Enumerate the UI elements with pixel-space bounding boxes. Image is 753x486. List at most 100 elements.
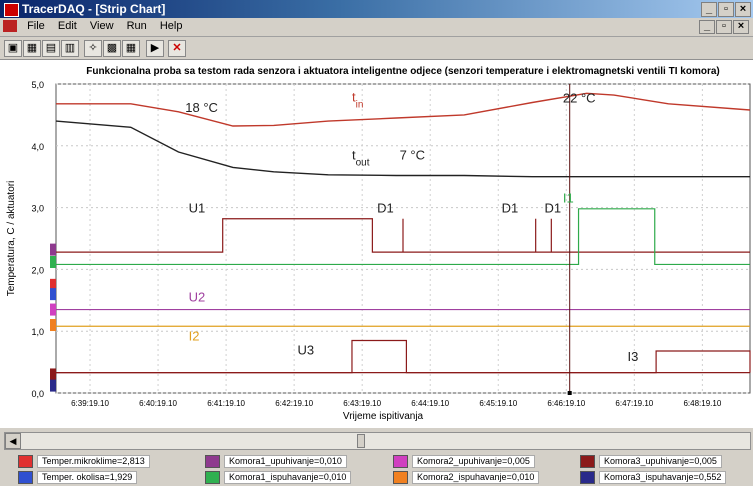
- x-axis-label: Vrijeme ispitivanja: [343, 411, 424, 422]
- x-tick-label: 6:45:19.10: [479, 399, 517, 408]
- annotation-subscript: out: [356, 157, 370, 168]
- mdi-close-button[interactable]: ×: [733, 20, 749, 34]
- horizontal-scrollbar[interactable]: ◀: [4, 432, 751, 450]
- legend-swatch: [18, 471, 33, 484]
- legend-item[interactable]: Komora3_ispuhavanje=0,552: [580, 471, 727, 484]
- title-bar: TracerDAQ - [Strip Chart] _ ▫ ×: [0, 0, 753, 18]
- legend-item[interactable]: Temper.mikroklime=2,813: [18, 455, 150, 468]
- channel-legend: Temper.mikroklime=2,813 Komora1_upuhivan…: [0, 452, 753, 486]
- legend-item[interactable]: Temper. okolisa=1,929: [18, 471, 138, 484]
- cursor-marker: [567, 391, 572, 395]
- channel-marker: [50, 243, 56, 256]
- document-icon: [3, 20, 17, 32]
- channel-marker: [50, 278, 56, 291]
- scroll-left-icon[interactable]: ◀: [5, 433, 21, 449]
- strip-chart: Funkcionalna proba sa testom rada senzor…: [0, 60, 753, 428]
- y-tick-label: 0,0: [31, 389, 44, 399]
- legend-label: Komora1_ispuhavanje=0,010: [224, 471, 352, 484]
- x-tick-label: 6:39:19.10: [71, 399, 109, 408]
- grid-icon[interactable]: ▦: [23, 40, 41, 57]
- play-icon[interactable]: ▶: [146, 40, 164, 57]
- open-icon[interactable]: ▤: [42, 40, 60, 57]
- digital-line-i3: [56, 350, 751, 374]
- legend-label: Komora3_ispuhavanje=0,552: [599, 471, 727, 484]
- chart-annotation: D1: [502, 201, 519, 216]
- legend-swatch: [580, 455, 595, 468]
- mdi-restore-button[interactable]: ▫: [716, 20, 732, 34]
- maximize-button[interactable]: ▫: [718, 2, 734, 17]
- chart-annotation: tin: [352, 89, 363, 110]
- series-line-t-out: [55, 120, 750, 178]
- chart-annotation: D1: [377, 201, 394, 216]
- window-title: TracerDAQ - [Strip Chart]: [22, 2, 166, 16]
- x-tick-label: 6:46:19.10: [547, 399, 585, 408]
- chart-annotation: U3: [298, 343, 315, 358]
- chart-annotation: 18 °C: [185, 100, 218, 115]
- x-tick-label: 6:40:19.10: [139, 399, 177, 408]
- chart-annotation: U2: [189, 290, 206, 305]
- legend-item[interactable]: Komora2_ispuhavanje=0,010: [393, 471, 540, 484]
- legend-item[interactable]: Komora3_upuhivanje=0,005: [580, 455, 722, 468]
- legend-item[interactable]: Komora1_ispuhavanje=0,010: [205, 471, 352, 484]
- menu-help[interactable]: Help: [159, 20, 183, 32]
- legend-item[interactable]: Komora2_upuhivanje=0,005: [393, 455, 535, 468]
- x-tick-label: 6:41:19.10: [207, 399, 245, 408]
- x-tick-label: 6:43:19.10: [343, 399, 381, 408]
- save-icon[interactable]: ▣: [4, 40, 22, 57]
- menu-run[interactable]: Run: [126, 20, 147, 32]
- menu-edit[interactable]: Edit: [57, 20, 77, 32]
- app-icon: [4, 3, 19, 17]
- channel-marker: [50, 368, 56, 381]
- scroll-thumb[interactable]: [357, 434, 365, 448]
- x-tick-label: 6:47:19.10: [615, 399, 653, 408]
- chart-title: Funkcionalna proba sa testom rada senzor…: [86, 66, 720, 77]
- channel-marker: [50, 379, 56, 392]
- y-tick-label: 3,0: [31, 204, 44, 214]
- y-tick-label: 4,0: [31, 142, 44, 152]
- y-axis-label: Temperatura, C / aktuatori: [6, 181, 17, 297]
- x-tick-label: 6:44:19.10: [411, 399, 449, 408]
- legend-swatch: [18, 455, 33, 468]
- mdi-minimize-button[interactable]: _: [699, 20, 715, 34]
- menu-file[interactable]: File: [27, 20, 45, 32]
- series-line-t-in: [56, 92, 751, 127]
- legend-label: Komora1_upuhivanje=0,010: [224, 455, 347, 468]
- stop-icon[interactable]: ✕: [168, 40, 186, 57]
- window-controls: _ ▫ ×: [700, 2, 751, 17]
- channel-marker: [50, 303, 56, 316]
- legend-label: Komora2_ispuhavanje=0,010: [412, 471, 540, 484]
- digital-line-i1: [56, 208, 750, 266]
- chart-annotation: 22 °C: [563, 91, 596, 106]
- legend-label: Temper.mikroklime=2,813: [37, 455, 150, 468]
- chart-annotation: D1: [545, 201, 562, 216]
- channel-marker: [50, 288, 56, 301]
- y-tick-label: 1,0: [31, 327, 44, 337]
- y-tick-label: 2,0: [31, 265, 44, 275]
- legend-label: Komora3_upuhivanje=0,005: [599, 455, 722, 468]
- legend-swatch: [393, 455, 408, 468]
- chart-svg: Funkcionalna proba sa testom rada senzor…: [6, 66, 751, 422]
- channel-marker: [50, 255, 56, 268]
- digital-line-u1: [56, 218, 750, 253]
- menu-bar: File Edit View Run Help _ ▫ ×: [0, 18, 753, 37]
- chart-annotation: I1: [563, 191, 574, 206]
- wand-icon[interactable]: ✧: [84, 40, 102, 57]
- chart-icon[interactable]: ▩: [103, 40, 121, 57]
- table-icon[interactable]: ▦: [122, 40, 140, 57]
- chart-annotation: I3: [628, 349, 639, 364]
- x-tick-label: 6:48:19.10: [683, 399, 721, 408]
- mdi-controls: _ ▫ ×: [698, 20, 749, 34]
- menu-view[interactable]: View: [89, 20, 114, 32]
- x-tick-label: 6:42:19.10: [275, 399, 313, 408]
- toolbar: ▣ ▦ ▤ ▥ ✧ ▩ ▦ ▶ ✕: [0, 37, 753, 60]
- chart-annotation: U1: [189, 201, 206, 216]
- close-button[interactable]: ×: [735, 2, 751, 17]
- legend-swatch: [580, 471, 595, 484]
- minimize-button[interactable]: _: [701, 2, 717, 17]
- y-tick-label: 5,0: [31, 80, 44, 90]
- print-icon[interactable]: ▥: [61, 40, 79, 57]
- legend-swatch: [205, 455, 220, 468]
- legend-item[interactable]: Komora1_upuhivanje=0,010: [205, 455, 347, 468]
- chart-annotation: I2: [189, 328, 200, 343]
- annotation-subscript: in: [356, 99, 364, 110]
